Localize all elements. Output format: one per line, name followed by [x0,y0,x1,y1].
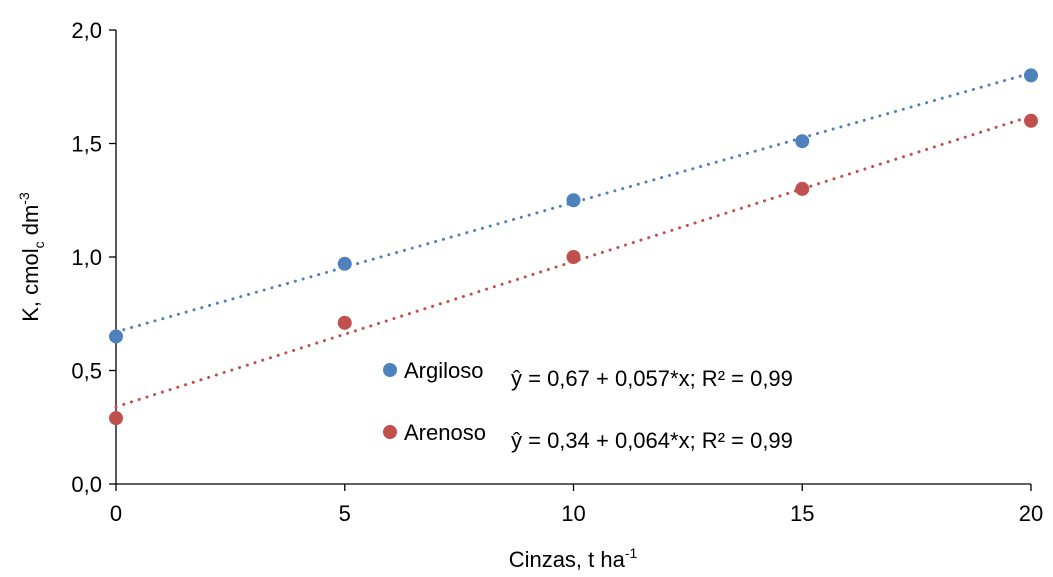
y-tick-label: 2,0 [71,18,102,43]
x-tick-label: 10 [561,501,585,526]
x-tick-label: 0 [110,501,122,526]
trendline [114,71,1033,334]
y-tick-label: 1,5 [71,132,102,157]
point [566,193,581,208]
y-tick-label: 0,5 [71,359,102,384]
y-axis-title-text: K, cmol [18,248,43,321]
legend-marker [383,425,397,439]
y-axis-title-sub: c [31,241,47,248]
x-axis-title-sup: -1 [625,545,638,561]
legend-label: Argiloso [404,358,483,383]
point [795,134,810,149]
x-axis-title: Cinzas, t ha-1 [509,545,638,572]
y-axis-title-sup: -3 [16,192,32,205]
point [109,329,123,344]
legend-label: Arenoso [404,420,486,445]
point [337,315,352,330]
x-axis-title-text: Cinzas, t ha [509,547,626,572]
y-axis-title: K, cmolc dm-3 [16,192,47,322]
y-tick-label: 1,0 [71,245,102,270]
equation: ŷ = 0,67 + 0,057*x; R² = 0,99 [511,366,793,391]
legend-marker [383,363,397,377]
x-tick-label: 20 [1019,501,1043,526]
point [1024,113,1038,128]
point [1024,68,1038,83]
point [795,181,810,196]
x-tick-label: 5 [339,501,351,526]
x-tick-label: 15 [790,501,814,526]
y-tick-label: 0,0 [71,472,102,497]
point [337,256,352,271]
equation: ŷ = 0,34 + 0,064*x; R² = 0,99 [511,428,793,453]
y-axis-title-text: dm [18,205,43,242]
point [566,250,581,264]
point [109,411,123,426]
